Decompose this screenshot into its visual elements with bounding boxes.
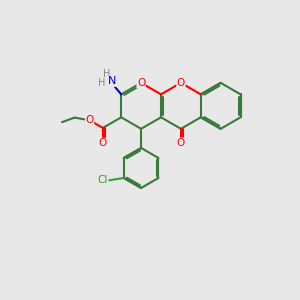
Text: O: O	[85, 115, 94, 125]
Text: H: H	[103, 69, 110, 79]
Text: O: O	[177, 78, 185, 88]
Text: O: O	[99, 138, 107, 148]
Text: Cl: Cl	[98, 175, 108, 185]
Text: H: H	[98, 78, 105, 88]
Text: O: O	[177, 138, 185, 148]
Text: O: O	[137, 78, 145, 88]
Text: N: N	[108, 76, 116, 86]
